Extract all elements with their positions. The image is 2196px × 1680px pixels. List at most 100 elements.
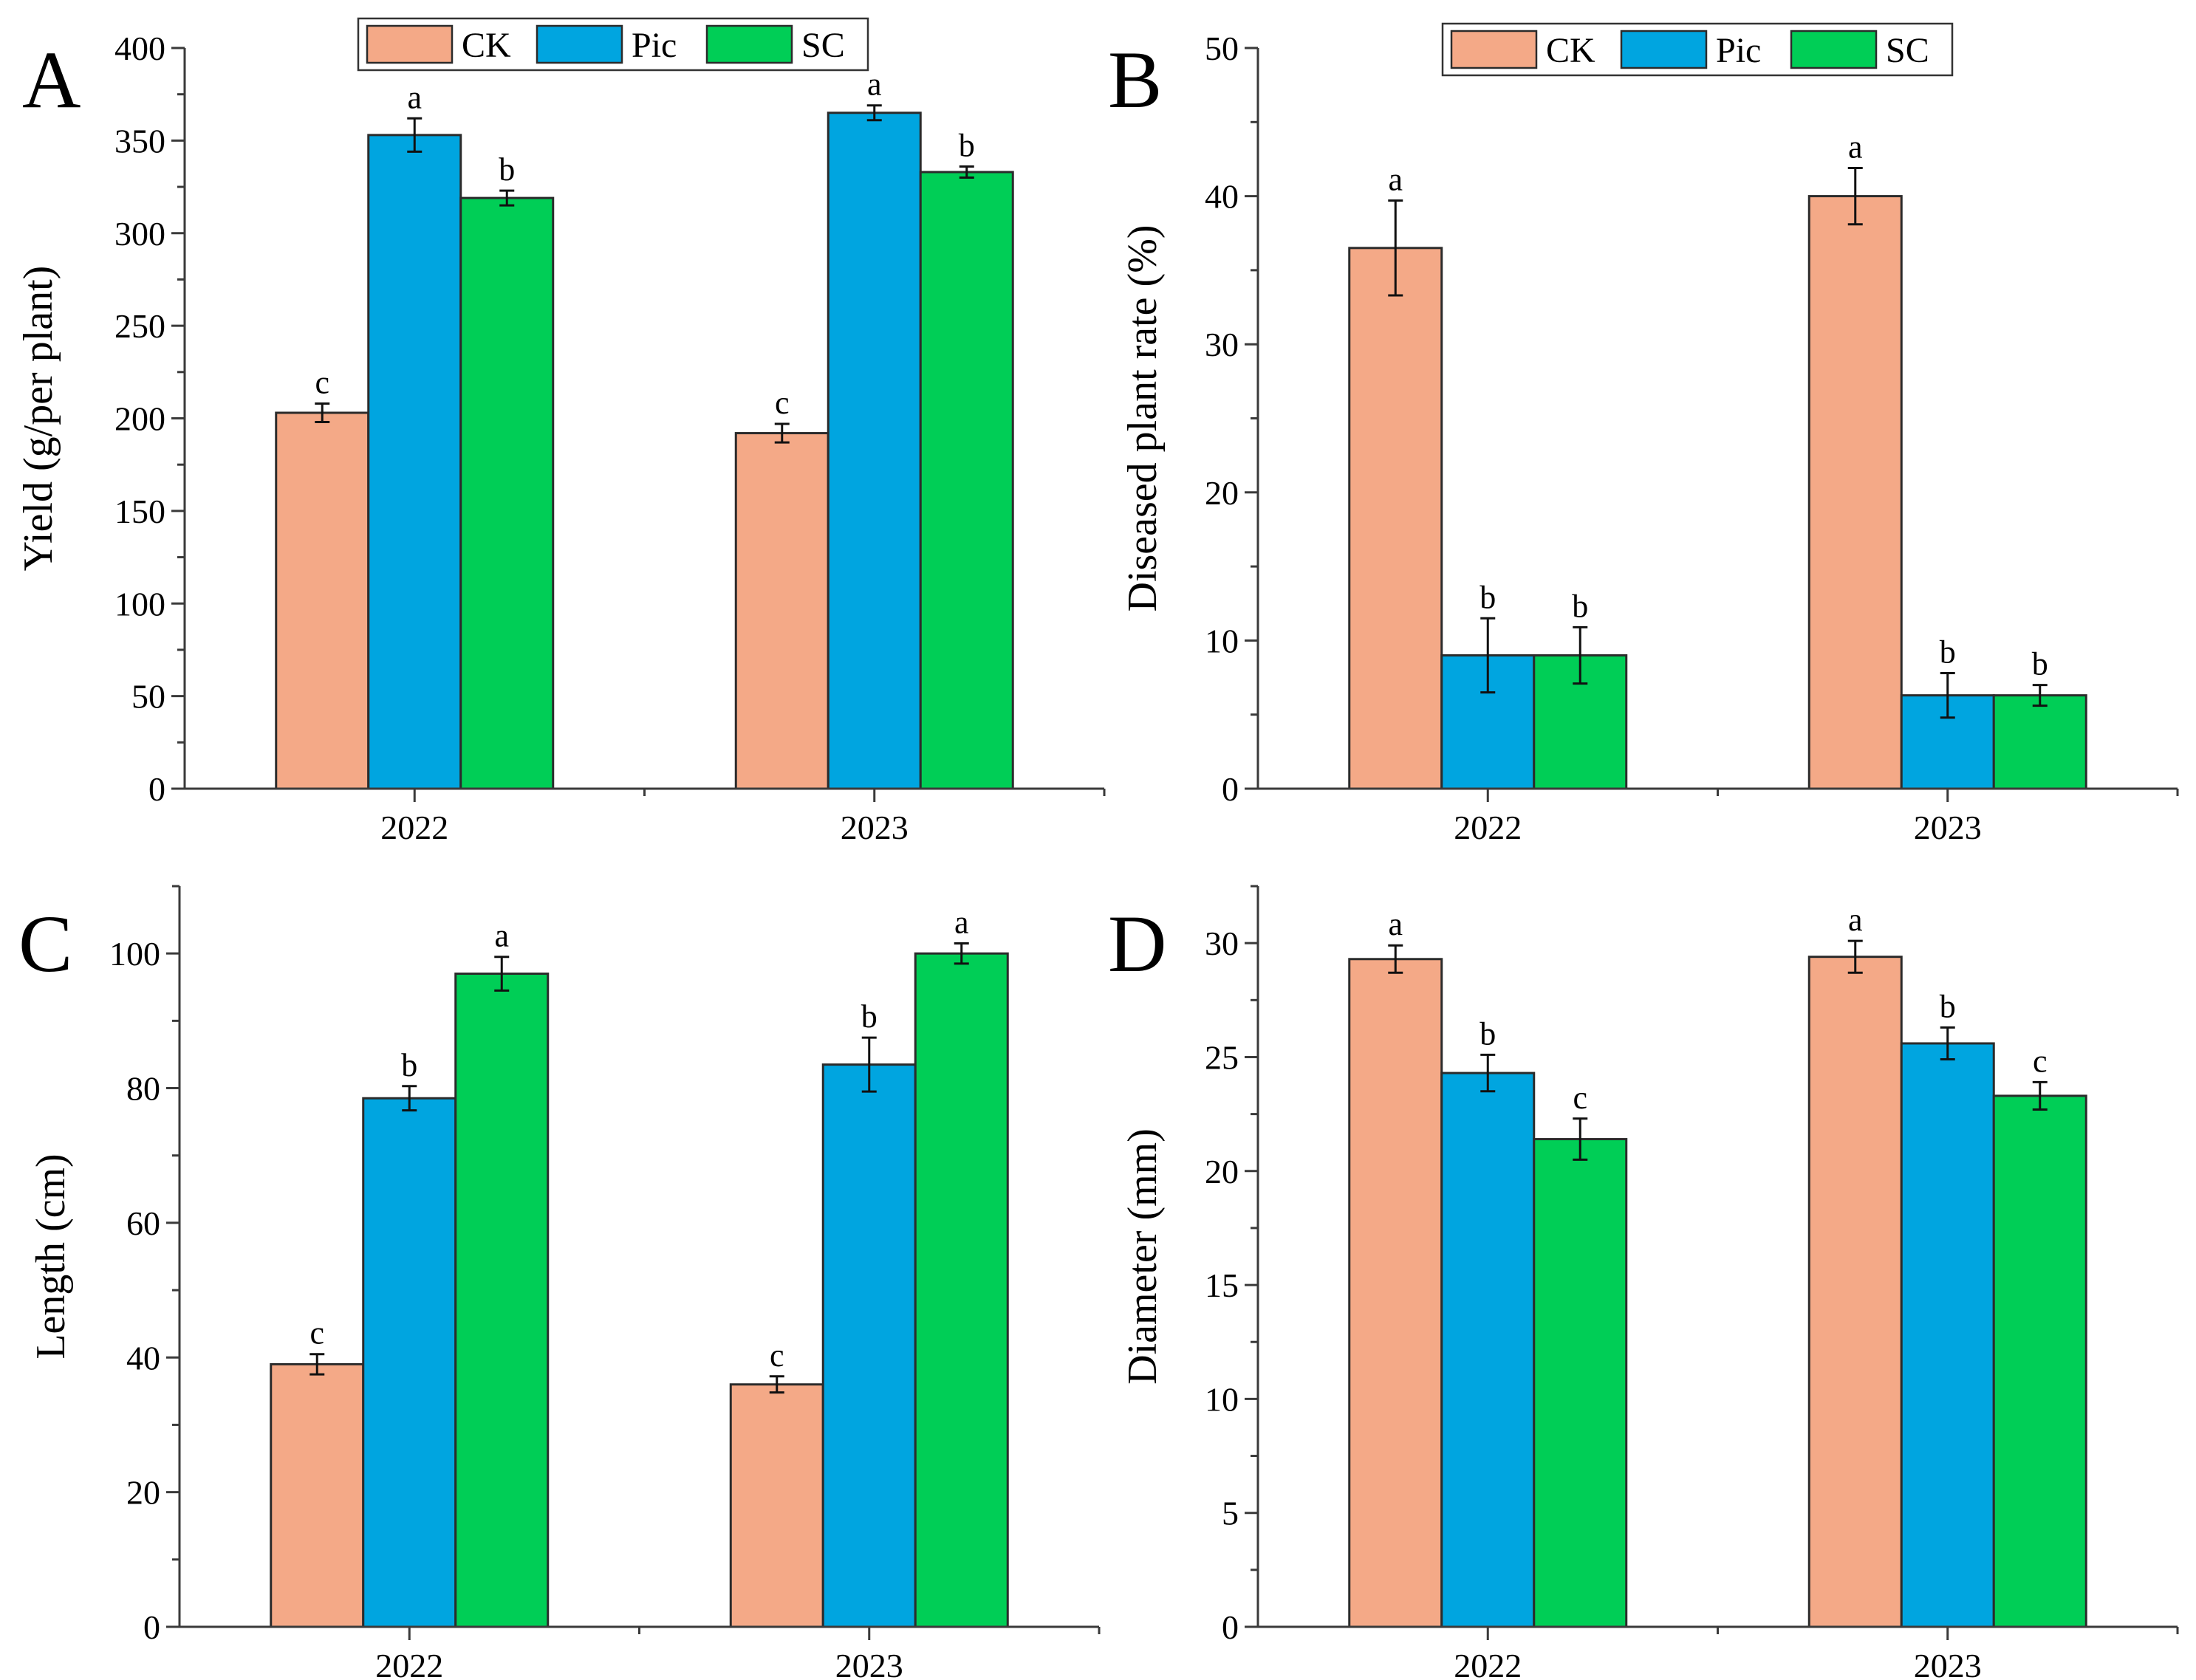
bar-ck-2022 xyxy=(275,411,370,790)
x-tick-label: 2022 xyxy=(1454,1647,1522,1680)
bar-pic-2022 xyxy=(1440,1072,1536,1628)
y-axis-title: Diseased plant rate (%) xyxy=(1120,225,1166,612)
significance-letter: b xyxy=(1480,579,1496,615)
significance-letter: a xyxy=(494,918,509,954)
significance-letter: a xyxy=(1388,162,1403,198)
y-axis-title: Diameter (mm) xyxy=(1120,1128,1166,1385)
bar-ck-2022 xyxy=(270,1362,365,1628)
y-tick-label: 200 xyxy=(114,400,165,438)
significance-letter: c xyxy=(770,1337,784,1374)
significance-letter: b xyxy=(1940,634,1956,671)
y-tick-label: 40 xyxy=(126,1339,160,1376)
significance-letter: b xyxy=(959,127,975,163)
y-tick-label: 400 xyxy=(114,30,165,67)
significance-letter: c xyxy=(2033,1043,2048,1079)
bar-pic-2022 xyxy=(362,1097,457,1628)
significance-letter: c xyxy=(775,385,790,421)
error-bar xyxy=(959,165,974,179)
significance-letter: c xyxy=(315,364,329,400)
y-tick-label: 0 xyxy=(148,770,165,808)
y-tick-label: 300 xyxy=(114,215,165,253)
significance-letter: a xyxy=(867,66,882,103)
panel-a: A Yield (g/per plant) c c a a b b 0 50 100 150 200 25… xyxy=(16,17,1106,846)
y-tick-label: 60 xyxy=(126,1204,160,1242)
legend-label-sc: SC xyxy=(801,26,845,65)
y-tick-label: 20 xyxy=(1205,474,1239,512)
y-axis-title: Length (cm) xyxy=(28,1153,74,1359)
significance-letter: b xyxy=(861,998,878,1035)
error-bar xyxy=(1573,625,1588,685)
bar-sc-2023 xyxy=(914,952,1009,1628)
error-bar xyxy=(861,1036,877,1093)
y-tick-label: 150 xyxy=(114,493,165,530)
legend: CK Pic SC xyxy=(1441,22,1954,77)
y-tick-label: 50 xyxy=(1205,30,1239,67)
x-tick-label: 2023 xyxy=(841,809,909,846)
significance-letter: a xyxy=(954,905,969,941)
x-tick-label: 2023 xyxy=(1914,1647,1982,1680)
error-bar xyxy=(1573,1117,1588,1161)
panel-letter: C xyxy=(18,899,72,989)
bar-sc-2023 xyxy=(919,171,1014,790)
y-tick-label: 80 xyxy=(126,1070,160,1108)
legend: CK Pic SC xyxy=(357,17,869,72)
error-bar xyxy=(1847,166,1863,226)
y-tick-label: 0 xyxy=(1222,1608,1239,1646)
legend-label-sc: SC xyxy=(1886,31,1929,70)
significance-letter: c xyxy=(309,1315,324,1351)
bar-ck-2023 xyxy=(1807,195,1903,790)
error-bar xyxy=(2032,684,2048,707)
error-bar xyxy=(407,117,423,153)
error-bar xyxy=(1940,1026,1955,1061)
bar-pic-2023 xyxy=(821,1063,917,1628)
error-bar xyxy=(315,402,330,424)
bar-ck-2023 xyxy=(1807,956,1903,1628)
significance-letter: b xyxy=(1480,1015,1496,1052)
bar-ck-2022 xyxy=(1348,247,1443,790)
bar-ck-2023 xyxy=(734,432,830,790)
significance-letter: b xyxy=(2032,646,2048,682)
legend-label-ck: CK xyxy=(1546,31,1595,70)
significance-letter: b xyxy=(1940,988,1956,1024)
y-tick-label: 350 xyxy=(114,122,165,160)
legend-swatch-ck xyxy=(1450,30,1538,69)
panel-d: D Diameter (mm) a a b b c c 0 5 10 15 20 25 30 2022 2023 xyxy=(1108,885,2179,1680)
bar-ck-2023 xyxy=(729,1383,824,1628)
significance-letter: b xyxy=(401,1047,417,1083)
bar-sc-2022 xyxy=(1533,1138,1628,1628)
y-tick-label: 10 xyxy=(1205,1380,1239,1418)
x-tick-label: 2023 xyxy=(835,1647,903,1680)
error-bar xyxy=(1847,939,1863,974)
panel-letter: B xyxy=(1108,35,1162,125)
error-bar xyxy=(1480,617,1496,694)
x-tick-label: 2022 xyxy=(375,1647,443,1680)
legend-swatch-pic xyxy=(536,24,623,64)
y-tick-label: 5 xyxy=(1222,1495,1239,1532)
significance-letter: a xyxy=(1848,902,1863,938)
panel-c: C Length (cm) c c b b a a 0 20 40 60 80 100 2022 2023 xyxy=(18,885,1101,1680)
significance-letter: b xyxy=(499,151,515,188)
legend-swatch-sc xyxy=(705,24,793,64)
y-tick-label: 15 xyxy=(1205,1266,1239,1304)
y-tick-label: 10 xyxy=(1205,622,1239,659)
bar-sc-2023 xyxy=(1992,1094,2087,1628)
legend-label-pic: Pic xyxy=(1716,31,1761,70)
error-bar xyxy=(1480,1053,1496,1093)
bar-pic-2022 xyxy=(367,134,462,790)
y-tick-label: 0 xyxy=(1222,770,1239,808)
error-bar xyxy=(774,422,790,444)
error-bar xyxy=(1388,944,1403,974)
y-tick-label: 30 xyxy=(1205,925,1239,962)
error-bar xyxy=(769,1375,784,1394)
y-tick-label: 0 xyxy=(143,1608,160,1646)
panel-letter: A xyxy=(22,35,81,125)
legend-label-pic: Pic xyxy=(632,26,677,65)
y-tick-label: 100 xyxy=(109,935,160,973)
y-tick-label: 25 xyxy=(1205,1038,1239,1076)
y-tick-label: 20 xyxy=(126,1474,160,1512)
legend-swatch-sc xyxy=(1790,30,1878,69)
significance-letter: a xyxy=(1848,128,1863,165)
x-tick-label: 2022 xyxy=(1454,809,1522,846)
error-bar xyxy=(309,1353,325,1376)
